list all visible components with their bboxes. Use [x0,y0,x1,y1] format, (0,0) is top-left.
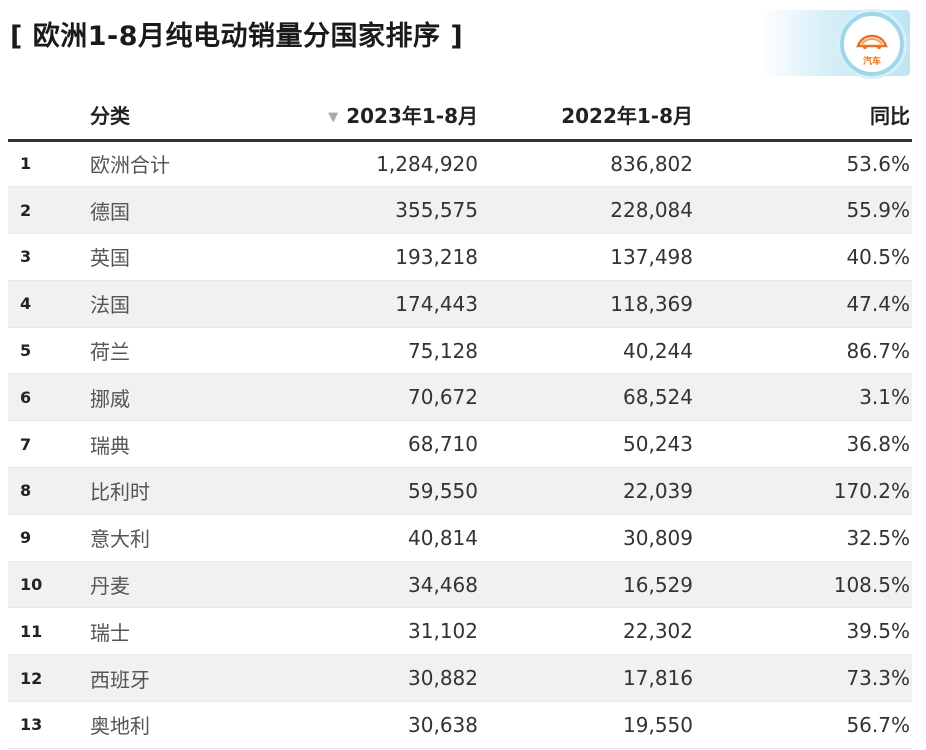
table-row: 9 意大利 40,814 30,809 32.5% [8,514,912,562]
row-country: 荷兰 [88,327,238,375]
row-yoy: 73.3% [694,654,912,703]
sort-descending-icon[interactable]: ▼ [328,109,339,125]
brand-logo: 汽车 [840,12,904,76]
row-yoy: 39.5% [694,607,912,656]
row-sales-2023: 75,128 [238,327,480,375]
row-sales-2023: 1,284,920 [238,140,480,188]
row-sales-2023: 355,575 [238,186,480,235]
row-sales-2023: 193,218 [238,233,480,281]
row-rank: 8 [8,467,88,515]
row-sales-2022: 17,816 [480,654,694,703]
table-row: 2 德国 355,575 228,084 55.9% [8,186,912,235]
car-logo-icon [856,34,888,50]
row-country: 意大利 [88,514,238,562]
header-2023[interactable]: ▼ 2023年1-8月 [238,90,480,142]
row-yoy: 170.2% [694,467,912,515]
row-rank: 11 [8,607,88,656]
row-yoy: 3.1% [694,373,912,422]
row-sales-2022: 16,529 [480,561,694,609]
table-row: 8 比利时 59,550 22,039 170.2% [8,467,912,515]
row-sales-2022: 40,244 [480,327,694,375]
row-country: 挪威 [88,373,238,422]
table-row: 7 瑞典 68,710 50,243 36.8% [8,420,912,469]
row-country: 奥地利 [88,701,238,749]
table-row: 1 欧洲合计 1,284,920 836,802 53.6% [8,140,912,188]
row-yoy: 108.5% [694,561,912,609]
row-rank: 6 [8,373,88,422]
row-sales-2023: 70,672 [238,373,480,422]
row-sales-2022: 50,243 [480,420,694,469]
row-rank: 3 [8,233,88,281]
row-sales-2022: 22,302 [480,607,694,656]
row-sales-2023: 31,102 [238,607,480,656]
row-country: 德国 [88,186,238,235]
row-rank: 1 [8,140,88,188]
row-country: 西班牙 [88,654,238,703]
row-yoy: 56.7% [694,701,912,749]
row-yoy: 53.6% [694,140,912,188]
row-sales-2023: 40,814 [238,514,480,562]
row-sales-2022: 22,039 [480,467,694,515]
row-sales-2022: 836,802 [480,140,694,188]
row-yoy: 86.7% [694,327,912,375]
row-country: 法国 [88,280,238,328]
page-title: [ 欧洲1-8月纯电动销量分国家排序 ] [10,21,464,52]
row-sales-2022: 228,084 [480,186,694,235]
row-country: 比利时 [88,467,238,515]
header-rank [8,90,88,142]
row-rank: 4 [8,280,88,328]
row-country: 欧洲合计 [88,140,238,188]
row-rank: 5 [8,327,88,375]
row-country: 瑞典 [88,420,238,469]
row-yoy: 32.5% [694,514,912,562]
table-row: 3 英国 193,218 137,498 40.5% [8,233,912,281]
row-sales-2022: 30,809 [480,514,694,562]
header-2022[interactable]: 2022年1-8月 [480,90,694,142]
row-sales-2023: 68,710 [238,420,480,469]
row-yoy: 40.5% [694,233,912,281]
sales-table: 分类 ▼ 2023年1-8月 2022年1-8月 同比 1 欧洲合计 1,284,92… [8,90,912,749]
row-sales-2023: 30,882 [238,654,480,703]
table-row: 12 西班牙 30,882 17,816 73.3% [8,654,912,703]
row-rank: 7 [8,420,88,469]
header-yoy[interactable]: 同比 [694,90,912,142]
table-row: 10 丹麦 34,468 16,529 108.5% [8,561,912,609]
table-row: 5 荷兰 75,128 40,244 86.7% [8,327,912,375]
logo-text: 汽车 [862,57,881,67]
row-country: 丹麦 [88,561,238,609]
row-sales-2023: 30,638 [238,701,480,749]
row-sales-2023: 34,468 [238,561,480,609]
table-row: 6 挪威 70,672 68,524 3.1% [8,373,912,422]
row-rank: 2 [8,186,88,235]
row-country: 瑞士 [88,607,238,656]
row-sales-2022: 137,498 [480,233,694,281]
row-sales-2023: 174,443 [238,280,480,328]
row-sales-2023: 59,550 [238,467,480,515]
row-rank: 12 [8,654,88,703]
row-sales-2022: 118,369 [480,280,694,328]
row-rank: 9 [8,514,88,562]
row-yoy: 55.9% [694,186,912,235]
table-row: 11 瑞士 31,102 22,302 39.5% [8,607,912,656]
table-row: 4 法国 174,443 118,369 47.4% [8,280,912,328]
table-row: 13 奥地利 30,638 19,550 56.7% [8,701,912,749]
row-country: 英国 [88,233,238,281]
header-category[interactable]: 分类 [88,90,238,142]
header-2023-label: 2023年1-8月 [346,103,478,128]
table-header-row: 分类 ▼ 2023年1-8月 2022年1-8月 同比 [8,90,912,142]
row-rank: 13 [8,701,88,749]
row-yoy: 47.4% [694,280,912,328]
row-rank: 10 [8,561,88,609]
row-sales-2022: 68,524 [480,373,694,422]
row-sales-2022: 19,550 [480,701,694,749]
row-yoy: 36.8% [694,420,912,469]
